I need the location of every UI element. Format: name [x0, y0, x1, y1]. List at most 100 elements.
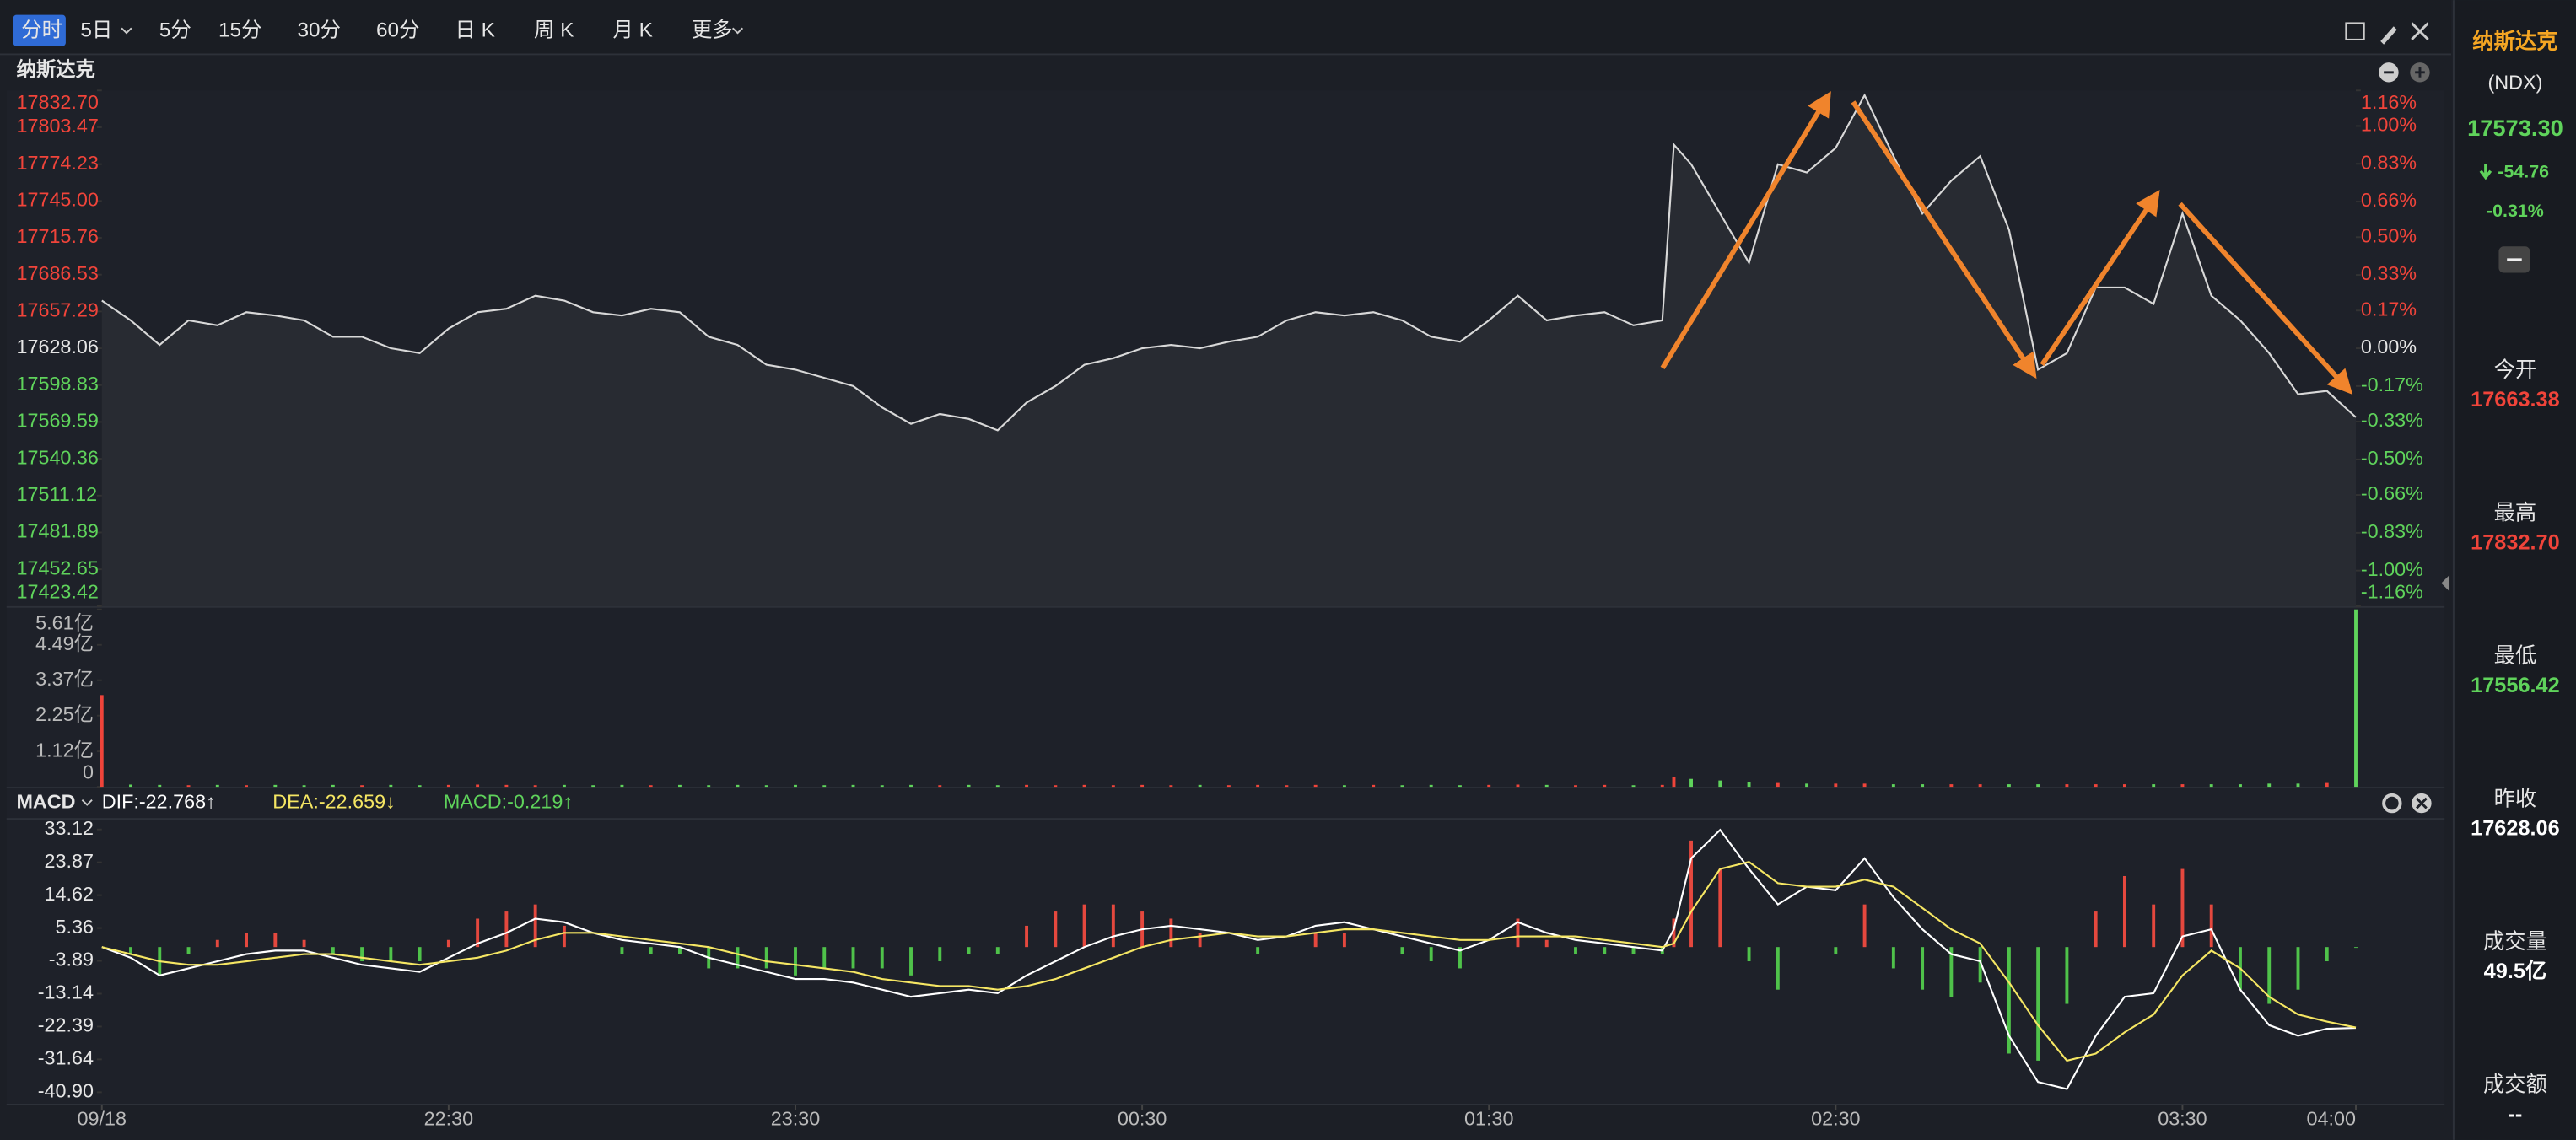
- y2-tick-label: -0.33%: [2361, 409, 2423, 431]
- stat-value: 17556.42: [2471, 674, 2560, 697]
- stat-value: --: [2509, 1102, 2523, 1126]
- y-tick-label: 17569.59: [16, 410, 98, 432]
- macd-bar: [331, 947, 335, 954]
- tab[interactable]: 分时: [21, 19, 62, 42]
- y-tick-label: 4.49亿: [35, 632, 94, 654]
- volume-bar: [909, 784, 913, 788]
- macd-bar: [1718, 868, 1722, 948]
- y-tick-label: 17832.70: [16, 91, 98, 113]
- macd-bar: [1574, 947, 1577, 954]
- price-area: [101, 94, 2357, 606]
- tab[interactable]: 15分: [218, 19, 261, 42]
- tab[interactable]: 更多: [692, 19, 733, 42]
- tab[interactable]: 月 K: [612, 19, 652, 42]
- x-tick-label: 04:00: [2307, 1108, 2356, 1130]
- volume-bar: [562, 784, 566, 788]
- y-tick-label: 5.61亿: [35, 611, 94, 633]
- macd-bar: [1054, 911, 1058, 948]
- close-glyph: [2416, 797, 2428, 809]
- volume-bar: [186, 785, 191, 788]
- volume-bar: [533, 785, 537, 788]
- y-tick-label: 17715.76: [16, 225, 98, 247]
- macd-bar: [302, 939, 306, 948]
- x-tick-label: 03:30: [2158, 1108, 2207, 1130]
- indicator-title[interactable]: MACD: [16, 791, 75, 813]
- stat-value: 17628.06: [2471, 816, 2560, 840]
- volume-bar: [1862, 783, 1867, 788]
- x-tick-label: 02:30: [1811, 1108, 1860, 1130]
- volume-bar: [1747, 782, 1751, 788]
- volume-bar: [1949, 784, 1954, 788]
- volume-bar: [2267, 783, 2272, 788]
- macd-bar: [822, 947, 827, 969]
- stat-label: 今开: [2494, 358, 2537, 382]
- draw-icon[interactable]: [2380, 26, 2397, 45]
- volume-bar: [1487, 784, 1491, 788]
- stat-value: 17832.70: [2471, 531, 2560, 555]
- dropdown-caret: [731, 27, 744, 35]
- chart-title: 纳斯达克: [16, 57, 94, 80]
- macd-bar: [2267, 947, 2272, 1004]
- volume-bar: [1544, 784, 1549, 788]
- macd-bar: [1516, 918, 1520, 948]
- y2-tick-label: -0.66%: [2361, 482, 2423, 504]
- macd-bar: [533, 904, 537, 948]
- macd-bar: [1978, 947, 1982, 983]
- macd-bar: [2122, 875, 2126, 948]
- tab[interactable]: 周 K: [534, 19, 574, 42]
- tab[interactable]: 30分: [298, 19, 341, 42]
- volume-bar: [1776, 782, 1780, 788]
- volume-bar: [1834, 783, 1838, 788]
- macd-bar: [2065, 947, 2069, 1004]
- volume-bar: [129, 784, 132, 788]
- arrow: [1851, 100, 2037, 379]
- y-tick-label: -22.39: [38, 1014, 94, 1036]
- layout-icon[interactable]: [2345, 22, 2365, 40]
- volume-bar: [302, 785, 306, 788]
- volume-bar: [100, 695, 104, 788]
- macd-bar: [1169, 918, 1173, 948]
- stat-label: 昨收: [2494, 787, 2537, 810]
- tab[interactable]: 5日: [80, 19, 112, 42]
- macd-bar: [129, 947, 132, 954]
- legend-entry: DEA:-22.659↓: [272, 791, 395, 813]
- macd-bar: [1313, 933, 1318, 948]
- y2-tick-label: 0.33%: [2361, 262, 2417, 284]
- macd-bar: [880, 947, 884, 969]
- macd-bar: [794, 947, 797, 976]
- volume-bar: [1574, 785, 1577, 788]
- x-tick-label: 00:30: [1118, 1108, 1167, 1130]
- macd-bar: [215, 939, 219, 948]
- y2-tick-label: -1.00%: [2361, 558, 2423, 580]
- settings-icon[interactable]: [2382, 793, 2402, 814]
- macd-bar: [2152, 904, 2156, 948]
- volume-bar: [1660, 784, 1664, 788]
- toolbar-icons: [2345, 22, 2530, 814]
- volume-bar: [1313, 784, 1318, 788]
- expand-icon[interactable]: [2411, 22, 2429, 40]
- volume-bar: [446, 784, 450, 788]
- y-tick-label: 17481.89: [16, 520, 98, 542]
- arrow: [2040, 190, 2160, 367]
- volume-bar: [215, 784, 219, 788]
- tab[interactable]: 5分: [159, 19, 191, 42]
- tab[interactable]: 日 K: [455, 19, 495, 42]
- collapse-arrow[interactable]: [2441, 574, 2450, 592]
- tab[interactable]: 60分: [376, 19, 419, 42]
- toolbar: [0, 0, 2451, 55]
- volume-bar: [1516, 784, 1520, 788]
- x-tick-label: 09/18: [78, 1108, 127, 1130]
- volume-bar: [2036, 784, 2040, 788]
- macd-bar: [1544, 939, 1549, 948]
- volume-bar: [707, 785, 711, 788]
- y2-tick-label: 0.66%: [2361, 189, 2417, 211]
- y2-tick-label: 0.00%: [2361, 336, 2417, 358]
- y-tick-label: 33.12: [45, 817, 94, 839]
- macd-bar: [360, 947, 364, 962]
- macd-bar: [389, 947, 393, 962]
- volume-bar: [995, 785, 1000, 788]
- stat-label: 成交额: [2483, 1073, 2547, 1096]
- macd-bar: [1111, 904, 1115, 948]
- volume-bar: [1140, 784, 1145, 788]
- y-tick-label: 17686.53: [16, 262, 98, 284]
